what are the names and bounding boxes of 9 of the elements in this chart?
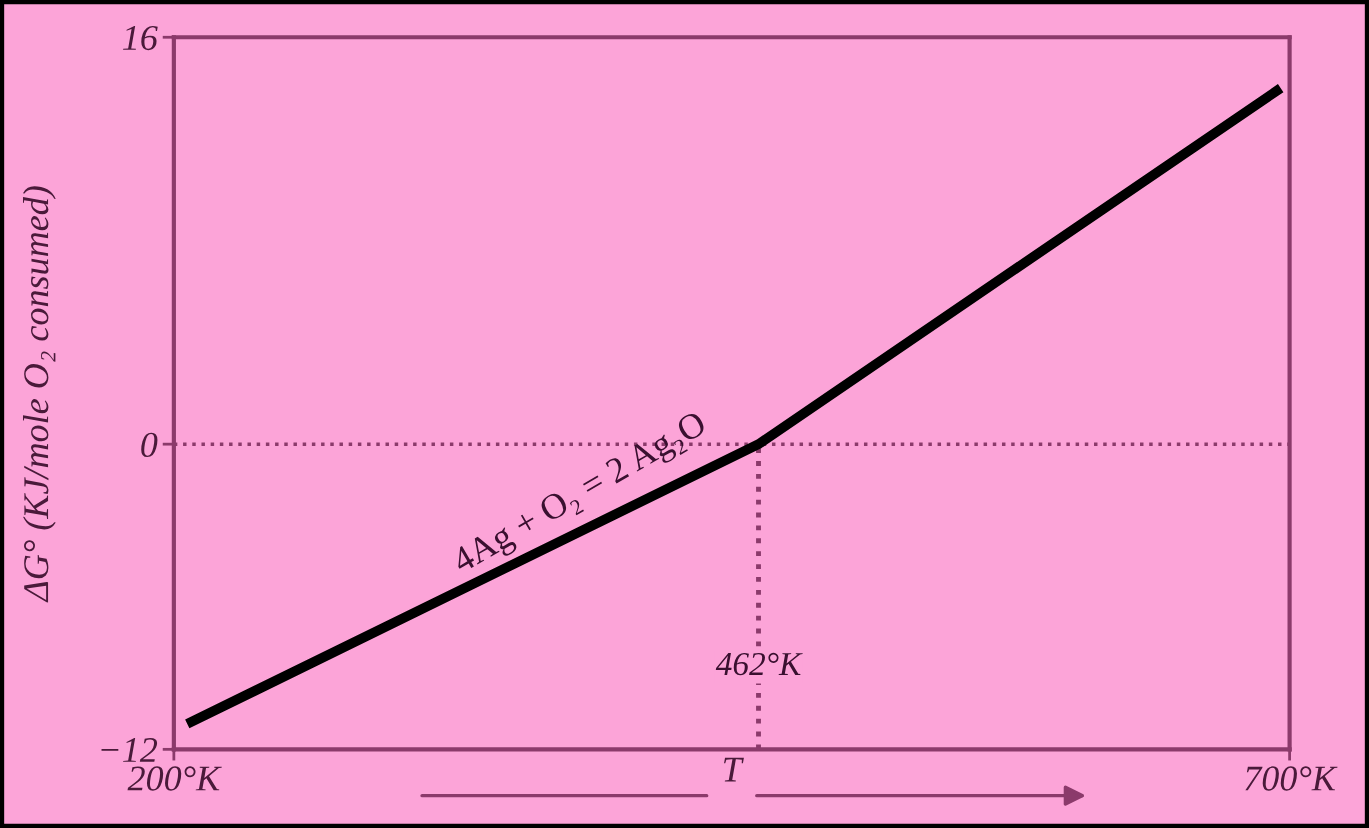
x-tick-label: 200°K (127, 766, 222, 791)
y-tick-label: 16 (123, 25, 158, 51)
ref-line-label: 462°K (715, 652, 803, 676)
x-axis-title: T (724, 757, 744, 782)
y-tick-label: 0 (141, 432, 158, 458)
y-axis-title: ΔG° (KJ/mole O₂ consumed) (23, 186, 56, 603)
x-tick-label: 700°K (1245, 766, 1338, 791)
y-tick-label: −12 (101, 737, 158, 762)
annotation: 4Ag + O₂ = 2 Ag₂O (450, 410, 712, 581)
